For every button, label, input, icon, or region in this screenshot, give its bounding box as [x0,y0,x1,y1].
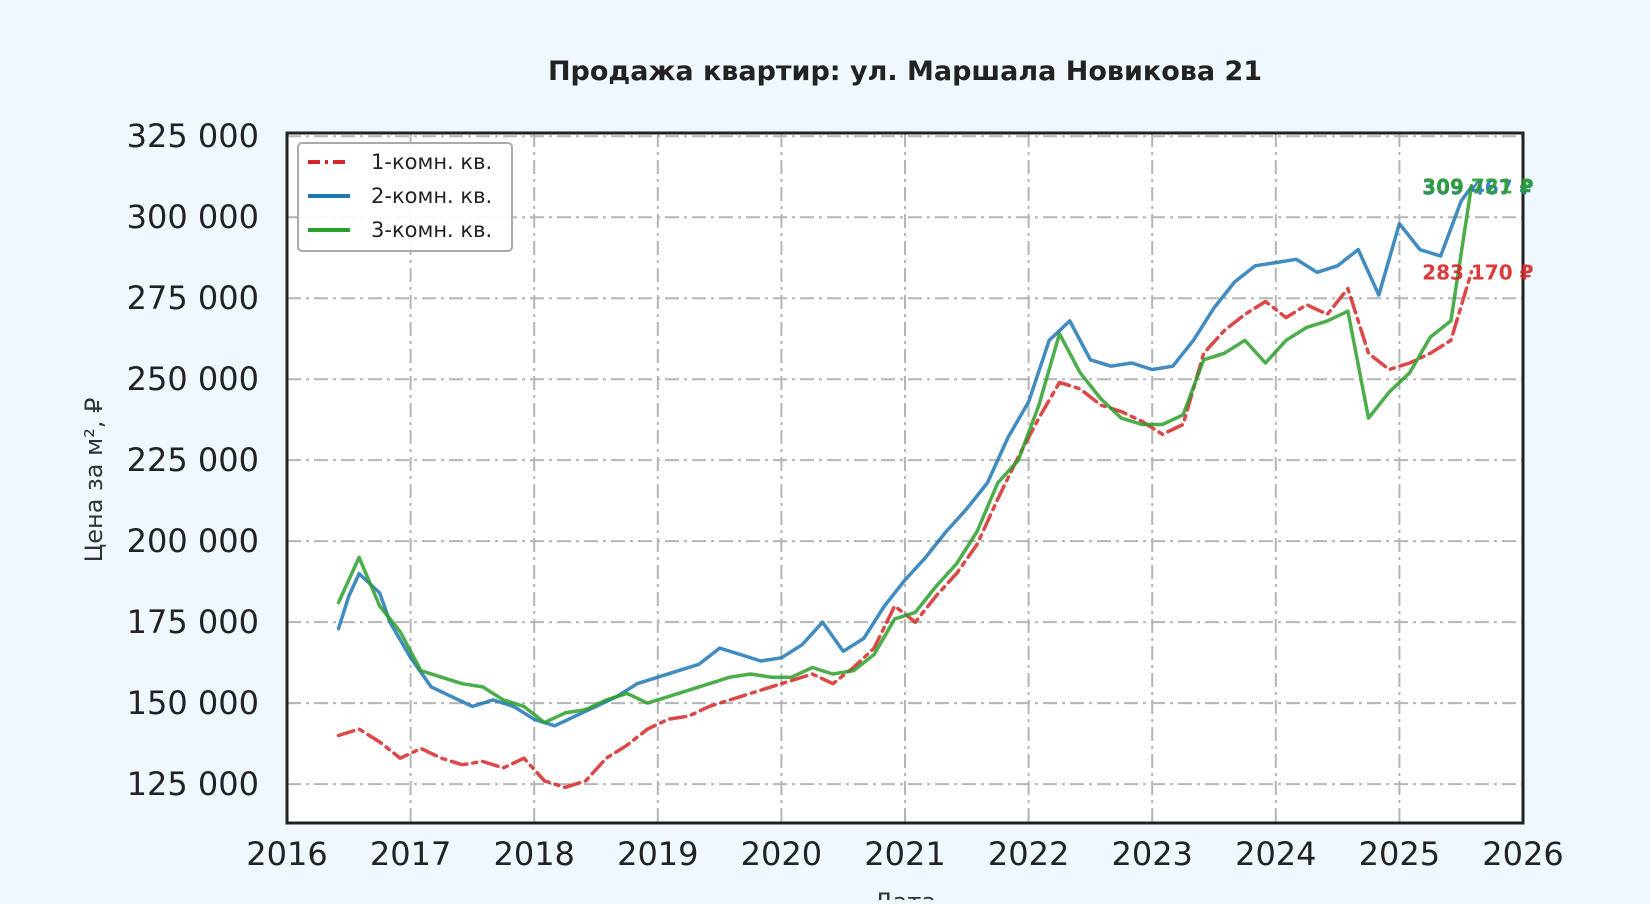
y-axis-label: Цена за м², ₽ [80,398,108,563]
x-tick-label: 2018 [493,835,574,873]
series-line [336,184,1474,728]
grid [287,133,1523,823]
y-tick-label: 175 000 [127,603,259,641]
x-tick-label: 2021 [864,835,945,873]
legend-label: 3-комн. кв. [371,218,492,242]
y-tick-label: 250 000 [127,360,259,398]
y-tick-label: 200 000 [127,522,259,560]
series-line [336,183,1474,725]
series-lines [336,183,1474,790]
plot-frame [285,131,1525,825]
x-tick-label: 2026 [1482,835,1563,873]
x-tick-label: 2024 [1235,835,1316,873]
y-tick-label: 325 000 [127,117,259,155]
series-end-label: 309 467 ₽ [1422,176,1533,200]
x-tick-label: 2017 [370,835,451,873]
y-tick-label: 300 000 [127,198,259,236]
x-tick-label: 2019 [617,835,698,873]
series-end-label: 283 170 ₽ [1422,261,1533,285]
y-tick-label: 150 000 [127,684,259,722]
series-end-label: 309 721 ₽ [1422,175,1533,199]
x-tick-label: 2023 [1111,835,1192,873]
axis-ticks: 2016 2017 2018 2019 2020 2021 2022 2023 2024 2025… [127,117,1564,873]
x-tick-label: 2016 [246,835,327,873]
y-tick-label: 275 000 [127,279,259,317]
y-tick-label: 125 000 [127,765,259,803]
end-labels: 283 170 ₽ 309 467 ₽309 721 ₽ [1422,175,1533,285]
legend-label: 1-комн. кв. [371,150,492,174]
legend-label: 2-комн. кв. [371,184,492,208]
legend-box [297,142,513,252]
x-tick-label: 2020 [741,835,822,873]
chart-title: Продажа квартир: ул. Маршала Новикова 21 [548,56,1262,87]
x-tick-label: 2025 [1359,835,1440,873]
x-tick-label: 2022 [988,835,1069,873]
y-tick-label: 225 000 [127,441,259,479]
x-axis-label: Дата [874,888,936,900]
legend: 1-комн. кв. 2-комн. кв. 3-комн. кв. [297,142,513,252]
